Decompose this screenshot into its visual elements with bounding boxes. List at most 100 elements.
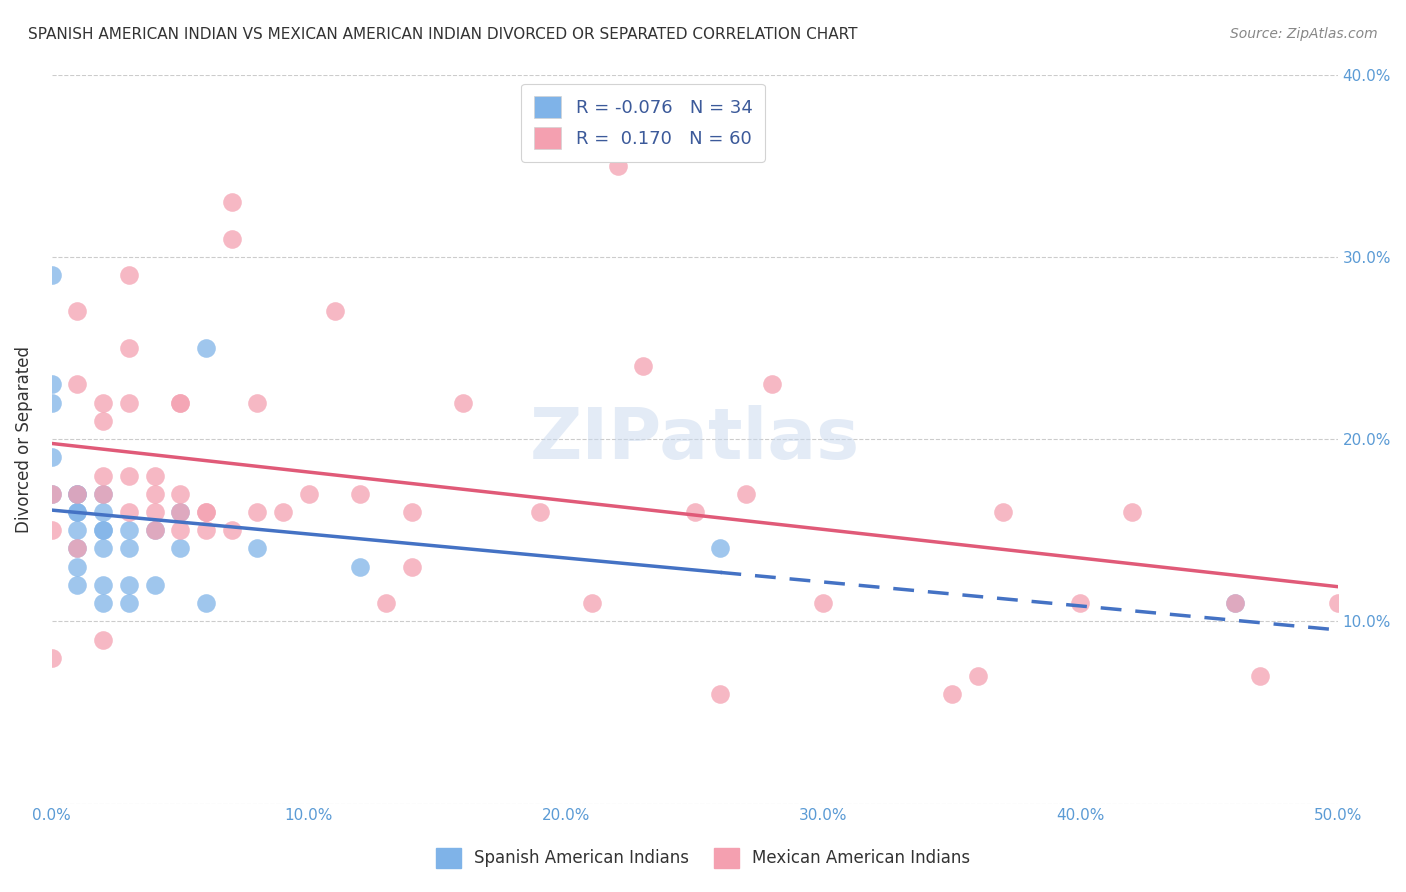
Point: [143, 468, 166, 483]
Point: [169, 395, 191, 409]
Point: [91, 468, 114, 483]
Point: [118, 541, 141, 556]
Point: [941, 687, 963, 701]
Point: [66, 487, 89, 501]
Point: [91, 632, 114, 647]
Y-axis label: Divorced or Separated: Divorced or Separated: [15, 345, 32, 533]
Point: [66, 487, 89, 501]
Point: [118, 341, 141, 355]
Point: [66, 377, 89, 392]
Point: [1121, 505, 1143, 519]
Point: [91, 414, 114, 428]
Point: [323, 304, 346, 318]
Point: [735, 487, 758, 501]
Point: [761, 377, 783, 392]
Point: [143, 523, 166, 537]
Point: [221, 523, 243, 537]
Point: [91, 487, 114, 501]
Point: [91, 523, 114, 537]
Point: [401, 559, 423, 574]
Point: [195, 505, 218, 519]
Point: [91, 541, 114, 556]
Point: [709, 687, 731, 701]
Point: [246, 505, 269, 519]
Point: [41, 487, 63, 501]
Point: [66, 541, 89, 556]
Point: [221, 195, 243, 210]
Point: [581, 596, 603, 610]
Point: [375, 596, 398, 610]
Point: [143, 487, 166, 501]
Point: [91, 523, 114, 537]
Point: [683, 505, 706, 519]
Legend: R = -0.076   N = 34, R =  0.170   N = 60: R = -0.076 N = 34, R = 0.170 N = 60: [522, 84, 765, 162]
Point: [118, 578, 141, 592]
Point: [169, 395, 191, 409]
Point: [66, 304, 89, 318]
Point: [633, 359, 655, 373]
Point: [451, 395, 474, 409]
Point: [41, 650, 63, 665]
Point: [41, 487, 63, 501]
Point: [1250, 669, 1272, 683]
Point: [66, 523, 89, 537]
Point: [606, 159, 628, 173]
Point: [349, 487, 371, 501]
Point: [118, 395, 141, 409]
Point: [66, 505, 89, 519]
Point: [91, 578, 114, 592]
Point: [91, 487, 114, 501]
Point: [169, 523, 191, 537]
Point: [246, 541, 269, 556]
Point: [143, 523, 166, 537]
Point: [966, 669, 988, 683]
Point: [41, 395, 63, 409]
Point: [271, 505, 294, 519]
Point: [143, 578, 166, 592]
Point: [118, 268, 141, 282]
Point: [66, 541, 89, 556]
Text: SPANISH AMERICAN INDIAN VS MEXICAN AMERICAN INDIAN DIVORCED OR SEPARATED CORRELA: SPANISH AMERICAN INDIAN VS MEXICAN AMERI…: [28, 27, 858, 42]
Point: [195, 341, 218, 355]
Point: [246, 395, 269, 409]
Point: [169, 505, 191, 519]
Point: [401, 505, 423, 519]
Point: [41, 268, 63, 282]
Point: [143, 505, 166, 519]
Point: [221, 231, 243, 245]
Point: [195, 523, 218, 537]
Point: [118, 505, 141, 519]
Text: Source: ZipAtlas.com: Source: ZipAtlas.com: [1230, 27, 1378, 41]
Point: [813, 596, 835, 610]
Point: [41, 523, 63, 537]
Point: [66, 487, 89, 501]
Point: [41, 450, 63, 465]
Point: [91, 505, 114, 519]
Point: [1223, 596, 1246, 610]
Point: [66, 559, 89, 574]
Point: [169, 505, 191, 519]
Point: [1069, 596, 1091, 610]
Point: [993, 505, 1015, 519]
Point: [66, 578, 89, 592]
Point: [91, 596, 114, 610]
Point: [118, 596, 141, 610]
Point: [195, 596, 218, 610]
Point: [298, 487, 321, 501]
Point: [66, 505, 89, 519]
Point: [118, 468, 141, 483]
Point: [1326, 596, 1348, 610]
Point: [169, 541, 191, 556]
Point: [349, 559, 371, 574]
Point: [195, 505, 218, 519]
Legend: Spanish American Indians, Mexican American Indians: Spanish American Indians, Mexican Americ…: [429, 841, 977, 875]
Point: [41, 377, 63, 392]
Point: [91, 395, 114, 409]
Text: ZIPatlas: ZIPatlas: [530, 405, 859, 474]
Point: [529, 505, 551, 519]
Point: [709, 541, 731, 556]
Point: [169, 487, 191, 501]
Point: [1223, 596, 1246, 610]
Point: [581, 122, 603, 136]
Point: [118, 523, 141, 537]
